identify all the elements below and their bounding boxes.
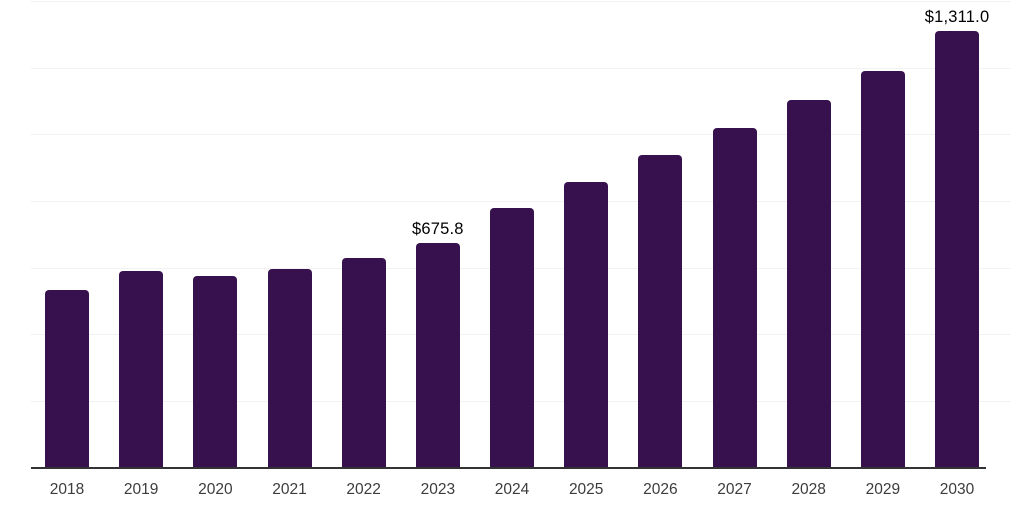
gridline-1000 [31, 134, 1011, 136]
x-tick-2023: 2023 [420, 481, 456, 498]
data-label-2023: $675.8 [412, 219, 464, 238]
gridline-1200 [31, 67, 1011, 69]
x-tick-2021: 2021 [272, 481, 307, 498]
x-tick-2020: 2020 [198, 481, 233, 498]
bar-2024 [490, 208, 535, 467]
x-axis-line [31, 467, 986, 469]
bar-2020 [193, 275, 238, 467]
bar-2018 [45, 290, 89, 467]
x-tick-2022: 2022 [346, 481, 381, 498]
bar-2022 [341, 257, 386, 467]
bar-2030 [935, 31, 980, 467]
bar-2028 [786, 99, 831, 467]
x-tick-2027: 2027 [717, 481, 752, 498]
bar-2029 [860, 71, 905, 467]
gridline-1400 [31, 1, 1011, 2]
x-tick-2019: 2019 [123, 481, 159, 498]
bar-2019 [119, 270, 164, 467]
data-label-2030: $1,311.0 [924, 8, 990, 27]
x-tick-2024: 2024 [494, 481, 530, 498]
x-tick-2029: 2029 [865, 481, 901, 498]
x-tick-2028: 2028 [791, 481, 826, 498]
x-tick-2026: 2026 [643, 481, 678, 498]
bar-2025 [564, 182, 609, 467]
gridline-800 [31, 200, 1011, 202]
x-tick-2018: 2018 [49, 481, 85, 498]
bar-2023 [415, 242, 460, 467]
x-tick-2030: 2030 [939, 481, 975, 498]
bar-2026 [638, 154, 683, 467]
bar-2027 [712, 127, 757, 467]
x-tick-2025: 2025 [568, 481, 604, 498]
bar-2021 [267, 268, 312, 467]
